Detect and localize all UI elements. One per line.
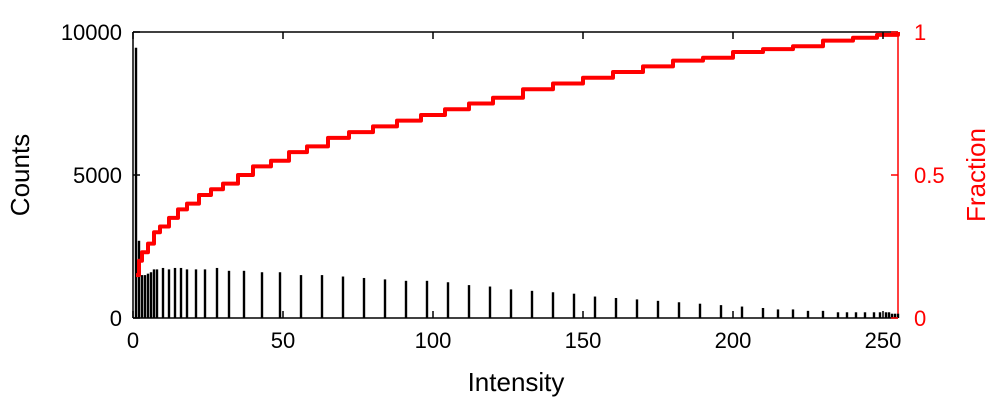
histogram-bar: [806, 310, 810, 318]
histogram-bar: [467, 285, 471, 318]
histogram-bar: [593, 296, 597, 318]
histogram-bar: [890, 313, 894, 318]
histogram-bar: [446, 282, 450, 318]
histogram-bar: [509, 289, 513, 318]
histogram-bar: [320, 275, 324, 318]
histogram-bar: [896, 313, 900, 318]
fraction-line: [136, 32, 900, 278]
x-tick-label: 50: [271, 328, 295, 353]
y2-tick-label: 0: [914, 306, 926, 331]
histogram-bar: [572, 293, 576, 318]
y-tick-label: 5000: [73, 163, 122, 188]
x-tick-label: 0: [127, 328, 139, 353]
x-axis-label: Intensity: [468, 367, 565, 397]
ticks-group: 0 50 100 150 200 250 0 5000 10000 0 0.5 1: [61, 20, 945, 353]
histogram-bar: [167, 269, 171, 318]
histogram-bar: [614, 297, 618, 318]
histogram-bar: [341, 276, 345, 318]
y-tick-label: 0: [110, 306, 122, 331]
histogram-bar: [227, 270, 231, 318]
fraction-line-group: [136, 32, 900, 278]
histogram-bar: [719, 305, 723, 318]
histogram-bar: [836, 312, 840, 318]
histogram-bar: [203, 269, 207, 318]
histogram-bar: [260, 272, 264, 318]
histogram-bar: [185, 269, 189, 318]
histogram-bar: [173, 267, 177, 318]
histogram-bar: [362, 277, 366, 318]
histogram-bar: [215, 267, 219, 318]
histogram-bar: [155, 269, 159, 318]
histogram-bar: [194, 269, 198, 318]
histogram-bar: [530, 290, 534, 318]
histogram-bar: [698, 303, 702, 318]
y2-tick-label: 0.5: [914, 163, 945, 188]
histogram-bar: [872, 312, 876, 318]
histogram-bar: [884, 312, 888, 318]
histogram-bar: [740, 306, 744, 318]
histogram-bar: [845, 312, 849, 318]
y2-axis-label: Fraction: [961, 128, 991, 222]
x-tick-label: 200: [715, 328, 752, 353]
histogram-bar: [404, 280, 408, 318]
y-axis-label: Counts: [5, 134, 35, 216]
histogram-bar: [488, 286, 492, 318]
histogram-bar: [134, 47, 138, 318]
histogram-bar: [878, 312, 882, 318]
histogram-bar: [791, 309, 795, 318]
histogram-bar: [635, 299, 639, 318]
histogram-bar: [761, 307, 765, 318]
histogram-bar: [383, 279, 387, 318]
x-tick-label: 250: [865, 328, 902, 353]
histogram-bar: [179, 267, 183, 318]
histogram-bar: [143, 275, 147, 318]
x-tick-label: 150: [565, 328, 602, 353]
histogram-bar: [887, 312, 891, 318]
y2-tick-label: 1: [914, 20, 926, 45]
histogram-bar: [242, 270, 246, 318]
histogram-bar: [137, 240, 141, 318]
histogram-bar: [152, 269, 156, 318]
histogram-bar: [278, 272, 282, 318]
bars-group: [134, 47, 900, 318]
histogram-bar: [863, 312, 867, 318]
histogram-bar: [854, 312, 858, 318]
histogram-bar: [140, 275, 144, 318]
histogram-bar: [893, 313, 897, 318]
histogram-bar: [677, 302, 681, 318]
x-tick-label: 100: [415, 328, 452, 353]
histogram-bar: [146, 273, 150, 318]
histogram-bar: [551, 292, 555, 318]
y-tick-label: 10000: [61, 20, 122, 45]
histogram-bar: [821, 310, 825, 318]
histogram-bar: [149, 272, 153, 318]
histogram-bar: [299, 275, 303, 318]
histogram-bar: [776, 309, 780, 318]
histogram-bar: [656, 300, 660, 318]
histogram-bar: [161, 267, 165, 318]
histogram-bar: [425, 280, 429, 318]
